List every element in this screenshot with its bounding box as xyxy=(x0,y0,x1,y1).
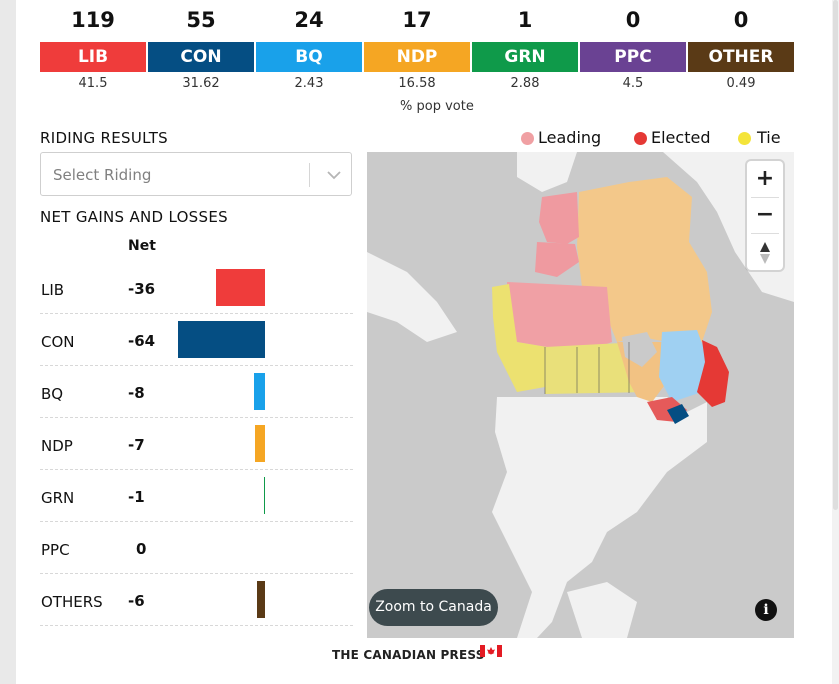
party-label: CON xyxy=(41,333,75,351)
zoom-in-button[interactable]: + xyxy=(755,166,775,191)
map-canvas[interactable] xyxy=(367,152,794,638)
scrollbar-thumb[interactable] xyxy=(833,0,838,510)
vote-percent: 16.58 xyxy=(398,76,436,91)
canada-flag-icon xyxy=(480,645,502,657)
party-label: NDP xyxy=(41,437,73,455)
vote-percent: 2.88 xyxy=(510,76,540,91)
zoom-to-canada-button[interactable]: Zoom to Canada xyxy=(369,589,498,626)
footer-credit: THE CANADIAN PRESS xyxy=(332,648,485,662)
vote-percent: 4.5 xyxy=(622,76,644,91)
riding-select-placeholder: Select Riding xyxy=(53,166,152,184)
tie-legend-dot xyxy=(738,132,751,145)
vote-percent: 41.5 xyxy=(78,76,108,91)
net-bar-bq xyxy=(254,373,265,410)
net-bar-con xyxy=(178,321,265,358)
party-badge: NDP xyxy=(364,42,470,72)
select-divider xyxy=(309,163,310,187)
riding-select[interactable]: Select Riding xyxy=(40,152,352,196)
chevron-down-icon[interactable] xyxy=(325,166,343,184)
gain-row-ppc: PPC 0 xyxy=(40,522,353,574)
pop-vote-label: % pop vote xyxy=(400,99,474,114)
legend-leading: Leading xyxy=(538,128,602,147)
gain-row-lib: LIB -36 xyxy=(40,262,353,314)
gain-row-bq: BQ -8 xyxy=(40,366,353,418)
party-label: GRN xyxy=(41,489,75,507)
zoom-divider xyxy=(751,197,779,198)
party-badge: OTHER xyxy=(688,42,794,72)
net-value: -1 xyxy=(128,488,145,506)
vote-percent: 0.49 xyxy=(726,76,756,91)
legend-elected: Elected xyxy=(651,128,711,147)
seat-count: 55 xyxy=(186,8,216,32)
compass-icon[interactable] xyxy=(758,241,772,265)
seat-count: 24 xyxy=(294,8,324,32)
leading-legend-dot xyxy=(521,132,534,145)
zoom-divider xyxy=(751,233,779,234)
vote-percent: 2.43 xyxy=(294,76,324,91)
riding-map[interactable]: + − Zoom to Canada i xyxy=(367,152,794,638)
party-label: OTHERS xyxy=(41,593,103,611)
party-label: BQ xyxy=(41,385,64,403)
gain-row-con: CON -64 xyxy=(40,314,353,366)
gain-row-grn: GRN -1 xyxy=(40,470,353,522)
party-badge: LIB xyxy=(40,42,146,72)
party-badge: BQ xyxy=(256,42,362,72)
party-label: PPC xyxy=(41,541,70,559)
net-bar-ndp xyxy=(255,425,265,462)
vote-percent: 31.62 xyxy=(182,76,220,91)
zoom-out-button[interactable]: − xyxy=(755,202,775,227)
net-value: -8 xyxy=(128,384,145,402)
net-value: -7 xyxy=(128,436,145,454)
net-bar-others xyxy=(256,581,265,618)
seat-count: 17 xyxy=(402,8,432,32)
net-bar-lib xyxy=(216,269,265,306)
results-widget: 119 LIB 41.5 55 CON 31.62 24 BQ 2.43 17 … xyxy=(16,0,832,684)
net-value: 0 xyxy=(136,540,147,558)
legend-tie: Tie xyxy=(757,128,781,147)
net-bar-grn xyxy=(263,477,265,514)
net-value: -36 xyxy=(128,280,156,298)
seat-count: 0 xyxy=(625,8,641,32)
info-icon[interactable]: i xyxy=(755,599,777,621)
gain-row-others: OTHERS -6 xyxy=(40,574,353,626)
net-gains-title: NET GAINS AND LOSSES xyxy=(40,208,228,226)
gain-row-ndp: NDP -7 xyxy=(40,418,353,470)
seat-count: 0 xyxy=(733,8,749,32)
net-value: -6 xyxy=(128,592,145,610)
zoom-control: + − xyxy=(747,161,783,270)
party-label: LIB xyxy=(41,281,65,299)
scrollbar[interactable] xyxy=(832,0,839,684)
net-value: -64 xyxy=(128,332,156,350)
net-column-header: Net xyxy=(128,238,156,254)
party-badge: CON xyxy=(148,42,254,72)
seat-count: 1 xyxy=(517,8,533,32)
elected-legend-dot xyxy=(634,132,647,145)
seat-count: 119 xyxy=(71,8,115,32)
party-badge: GRN xyxy=(472,42,578,72)
riding-results-title: RIDING RESULTS xyxy=(40,129,169,147)
party-badge: PPC xyxy=(580,42,686,72)
